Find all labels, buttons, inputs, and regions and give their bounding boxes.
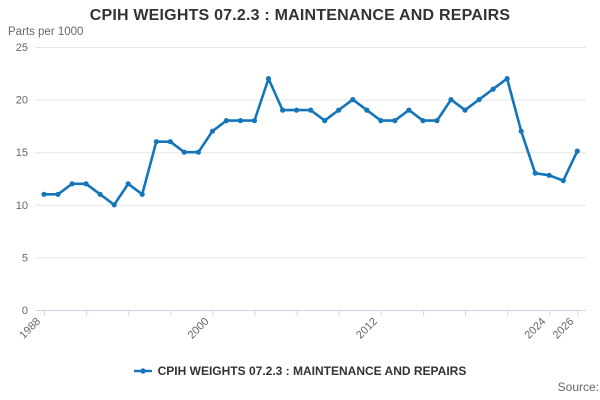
data-point[interactable]	[41, 191, 47, 197]
data-point[interactable]	[434, 118, 440, 124]
data-point[interactable]	[97, 191, 103, 197]
x-axis-tick-label: 2026	[551, 316, 577, 342]
y-axis-unit-label: Parts per 1000	[8, 26, 84, 38]
legend-item[interactable]: CPIH WEIGHTS 07.2.3 : MAINTENANCE AND RE…	[0, 362, 600, 380]
data-point[interactable]	[55, 191, 61, 197]
data-point[interactable]	[153, 139, 159, 145]
data-point[interactable]	[125, 181, 131, 187]
x-axis-tick-label: 2012	[354, 316, 380, 342]
data-point[interactable]	[364, 107, 370, 113]
data-point[interactable]	[462, 107, 468, 113]
y-axis-tick-label: 5	[22, 252, 28, 264]
data-point[interactable]	[490, 86, 496, 92]
data-point[interactable]	[111, 202, 117, 208]
data-point[interactable]	[574, 148, 580, 154]
data-point[interactable]	[350, 97, 356, 103]
data-point[interactable]	[448, 97, 454, 103]
data-point[interactable]	[546, 172, 552, 178]
y-axis-tick-label: 25	[16, 42, 28, 54]
data-point[interactable]	[504, 76, 510, 82]
legend-line-icon	[133, 368, 152, 374]
data-point[interactable]	[251, 118, 258, 124]
y-axis-tick-label: 10	[16, 200, 28, 212]
data-point[interactable]	[308, 107, 314, 113]
data-point[interactable]	[69, 181, 75, 187]
data-point[interactable]	[420, 118, 426, 124]
y-axis-tick-label: 0	[22, 305, 28, 317]
data-point[interactable]	[560, 178, 566, 184]
data-point[interactable]	[322, 118, 328, 124]
data-point[interactable]	[280, 107, 286, 113]
data-point[interactable]	[265, 76, 272, 82]
x-axis-tick-label: 2000	[186, 316, 212, 342]
x-axis-tick-label: 1988	[17, 316, 43, 342]
data-point[interactable]	[83, 181, 89, 187]
data-line	[42, 77, 579, 207]
source-label: Source:	[557, 380, 599, 394]
data-point[interactable]	[195, 149, 201, 155]
x-axis-tick-label: 2024	[523, 316, 549, 342]
y-axis-tick-label: 15	[16, 147, 28, 159]
y-axis-tick-label: 20	[16, 95, 28, 107]
data-point[interactable]	[518, 128, 524, 134]
data-point[interactable]	[139, 191, 145, 197]
data-point[interactable]	[476, 97, 482, 103]
data-point[interactable]	[209, 128, 215, 134]
data-point[interactable]	[237, 118, 244, 124]
data-point[interactable]	[223, 118, 229, 124]
data-point[interactable]	[336, 107, 342, 113]
data-point[interactable]	[378, 118, 384, 124]
data-point[interactable]	[532, 170, 538, 176]
data-point[interactable]	[392, 118, 398, 124]
chart-title: CPIH WEIGHTS 07.2.3 : MAINTENANCE AND RE…	[89, 7, 511, 24]
data-point[interactable]	[181, 149, 187, 155]
data-point[interactable]	[167, 139, 173, 145]
data-point[interactable]	[294, 107, 300, 113]
legend-label: CPIH WEIGHTS 07.2.3 : MAINTENANCE AND RE…	[157, 364, 467, 378]
data-point[interactable]	[406, 107, 412, 113]
